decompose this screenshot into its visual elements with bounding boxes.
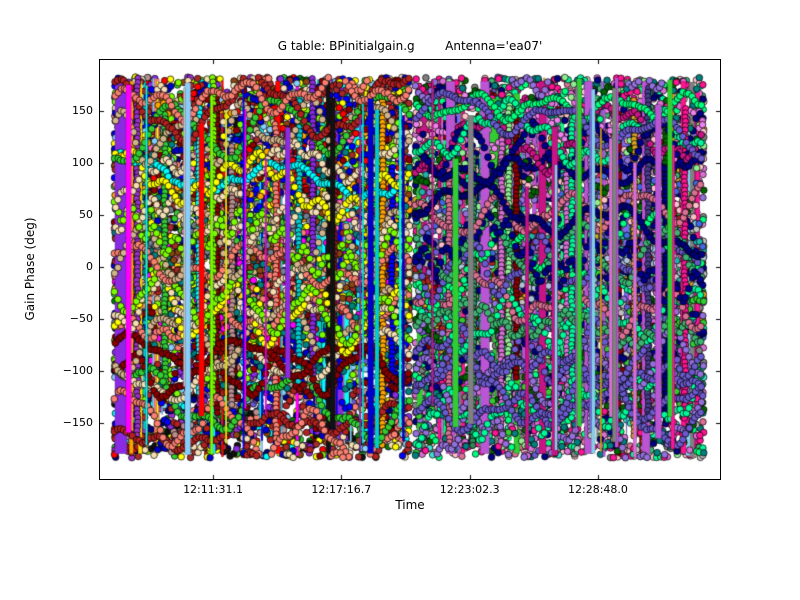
- y-tick-label: −50: [69, 312, 93, 326]
- x-tick-label: 12:23:02.3: [439, 483, 500, 496]
- plot-title: G table: BPinitialgain.g Antenna='ea07': [277, 39, 543, 53]
- x-axis-label: Time: [395, 498, 425, 512]
- x-tick-label: 12:28:48.0: [568, 483, 628, 496]
- x-tick-label: 12:17:16.7: [311, 483, 372, 496]
- y-tick-label: −100: [62, 364, 93, 378]
- scatter-plot-canvas: [100, 60, 720, 479]
- y-tick-label: 0: [86, 260, 93, 274]
- x-tick-label: 12:11:31.1: [183, 483, 243, 496]
- y-tick-label: 150: [72, 104, 93, 118]
- y-tick-label: 50: [79, 208, 93, 222]
- y-tick-label: 100: [72, 156, 93, 170]
- y-tick-label: −150: [62, 416, 93, 430]
